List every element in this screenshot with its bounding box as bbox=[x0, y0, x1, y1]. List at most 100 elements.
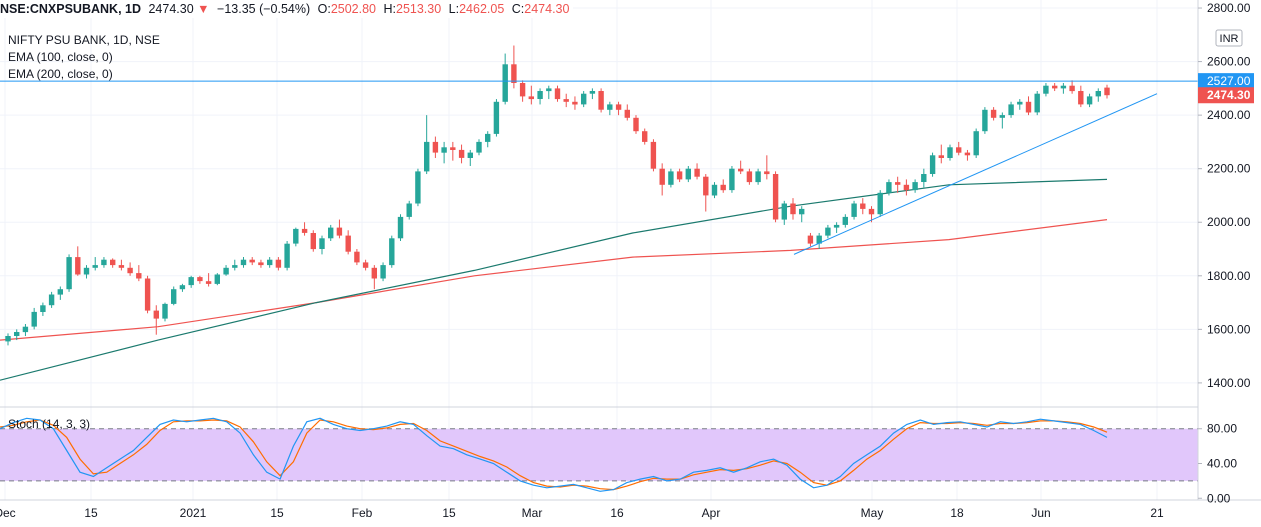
time-tick-label[interactable]: 2021 bbox=[180, 506, 207, 520]
open-value: 2502.80 bbox=[330, 2, 377, 16]
candle-body bbox=[389, 238, 395, 266]
stoch-tick-label: 40.00 bbox=[1207, 456, 1237, 470]
stoch-tick-label: 80.00 bbox=[1207, 422, 1237, 436]
candle-body bbox=[799, 208, 805, 215]
time-tick-label[interactable]: 21 bbox=[1150, 506, 1164, 520]
stoch-legend[interactable]: Stoch (14, 3, 3) bbox=[8, 417, 91, 431]
candle-body bbox=[807, 235, 814, 244]
time-tick-label[interactable]: 15 bbox=[270, 506, 284, 520]
time-tick-label[interactable]: 18 bbox=[950, 506, 964, 520]
legend-title[interactable]: NIFTY PSU BANK, 1D, NSE bbox=[8, 33, 160, 47]
candle-body bbox=[197, 277, 203, 282]
price-tick-label: 1800.00 bbox=[1207, 269, 1251, 283]
candle-body bbox=[5, 336, 11, 342]
candle-body bbox=[860, 203, 866, 209]
candle-body bbox=[214, 274, 220, 284]
legend-ema100[interactable]: EMA (100, close, 0) bbox=[8, 50, 113, 64]
candle-body bbox=[1052, 85, 1058, 89]
candle-body bbox=[659, 168, 665, 185]
time-tick-label[interactable]: 15 bbox=[84, 506, 98, 520]
candle-body bbox=[110, 259, 116, 266]
candle-body bbox=[1060, 85, 1067, 89]
stoch-axis[interactable]: 80.00 40.00 0.00 bbox=[1198, 422, 1237, 506]
candle-body bbox=[336, 227, 343, 236]
candlestick-series bbox=[5, 45, 1110, 346]
time-tick-label[interactable]: May bbox=[861, 506, 884, 520]
candle-body bbox=[458, 149, 465, 158]
candle-body bbox=[537, 91, 543, 99]
price-axis[interactable]: 2800.00 2600.00 2400.00 2200.00 2000.00 1800.… bbox=[1198, 1, 1254, 390]
stoch-band bbox=[0, 428, 1198, 481]
price-tick-label: 1600.00 bbox=[1207, 322, 1251, 336]
candle-body bbox=[493, 101, 500, 134]
time-tick-label[interactable]: 16 bbox=[610, 506, 624, 520]
price-tick-label: 2800.00 bbox=[1207, 1, 1251, 15]
candle-body bbox=[31, 311, 37, 327]
candle-body bbox=[589, 91, 596, 94]
trendline[interactable] bbox=[793, 93, 1158, 255]
currency-label: INR bbox=[1220, 33, 1239, 45]
candle-body bbox=[895, 182, 901, 185]
candle-body bbox=[476, 141, 482, 153]
low-value: 2462.05 bbox=[459, 2, 505, 16]
candle-body bbox=[179, 285, 186, 290]
candle-body bbox=[650, 141, 657, 169]
candle-body bbox=[101, 259, 107, 266]
time-tick-label[interactable]: Feb bbox=[352, 506, 373, 520]
candle-body bbox=[232, 265, 238, 268]
candle-body bbox=[310, 233, 316, 250]
candle-body bbox=[929, 155, 936, 174]
candle-body bbox=[816, 235, 822, 244]
candle-body bbox=[511, 64, 517, 83]
time-tick-label[interactable]: Dec bbox=[0, 506, 16, 520]
candle-body bbox=[205, 281, 212, 284]
candle-body bbox=[999, 115, 1005, 118]
candle-body bbox=[83, 267, 90, 275]
candle-body bbox=[188, 277, 194, 286]
price-tick-label: 2200.00 bbox=[1207, 162, 1251, 176]
candle-body bbox=[1104, 87, 1110, 96]
candle-body bbox=[964, 152, 971, 156]
candle-body bbox=[450, 147, 456, 150]
candle-body bbox=[1017, 101, 1023, 105]
candle-body bbox=[633, 117, 639, 132]
price-tick-label: 2400.00 bbox=[1207, 108, 1251, 122]
candle-body bbox=[424, 141, 430, 172]
candle-body bbox=[432, 141, 439, 153]
candle-body bbox=[57, 289, 63, 295]
candle-body bbox=[502, 64, 508, 102]
candle-body bbox=[668, 171, 674, 185]
candle-body bbox=[118, 265, 125, 268]
candle-body bbox=[615, 104, 622, 110]
price-change: −13.35 (−0.54%) bbox=[217, 2, 311, 16]
candle-body bbox=[441, 147, 447, 153]
candle-body bbox=[694, 168, 700, 177]
candle-body bbox=[711, 184, 718, 196]
candle-body bbox=[833, 224, 840, 228]
candle-body bbox=[947, 147, 953, 158]
candle-body bbox=[275, 259, 282, 268]
hline-price-label: 2527.00 bbox=[1207, 74, 1251, 88]
candle-body bbox=[136, 273, 142, 279]
time-tick-label[interactable]: Mar bbox=[522, 506, 543, 520]
last-price-label: 2474.30 bbox=[1207, 88, 1251, 102]
candle-body bbox=[75, 257, 81, 275]
candle-body bbox=[938, 155, 944, 158]
stoch-tick-label: 0.00 bbox=[1207, 491, 1231, 505]
currency-badge bbox=[1215, 29, 1243, 47]
time-axis[interactable]: Dec 15 2021 15 Feb 15 Mar 16 Apr May 18 Jun 21 bbox=[0, 506, 1164, 520]
candle-body bbox=[485, 133, 491, 142]
candle-body bbox=[746, 171, 753, 183]
time-tick-label[interactable]: Jun bbox=[1031, 506, 1050, 520]
time-tick-label[interactable]: Apr bbox=[702, 506, 721, 520]
candle-body bbox=[642, 131, 648, 142]
candle-body bbox=[354, 251, 360, 263]
candle-body bbox=[40, 305, 46, 312]
time-tick-label[interactable]: 15 bbox=[442, 506, 456, 520]
candle-body bbox=[738, 168, 744, 172]
symbol-name[interactable]: NSE:CNXPSUBANK, 1D bbox=[0, 2, 141, 16]
candle-body bbox=[362, 262, 369, 268]
legend-ema200[interactable]: EMA (200, close, 0) bbox=[8, 67, 113, 81]
candle-body bbox=[1043, 85, 1049, 94]
